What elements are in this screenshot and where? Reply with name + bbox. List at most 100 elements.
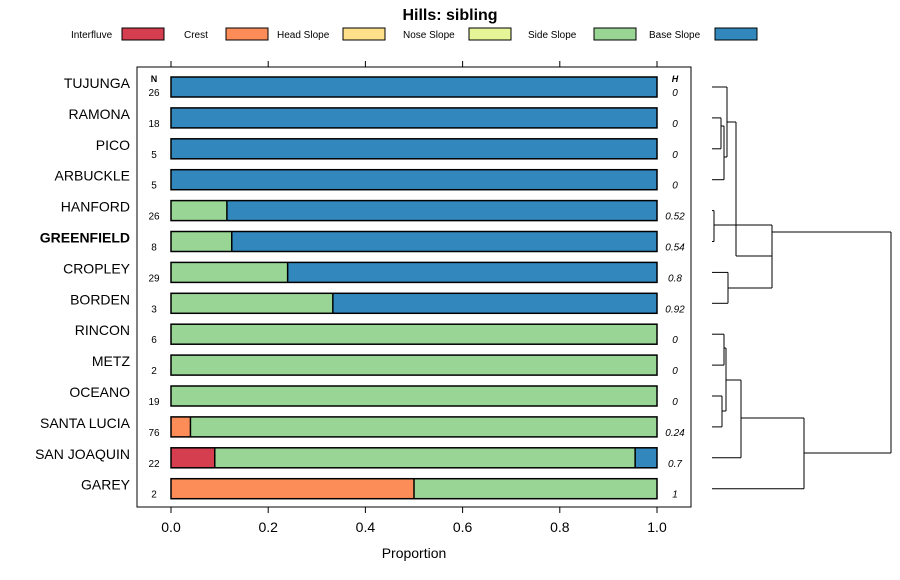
bar-row-ramona: 18 0	[148, 107, 678, 130]
bar-outline	[170, 385, 658, 407]
h-value: 0.7	[668, 459, 682, 470]
row-labels: TUJUNGA RAMONA PICO ARBUCKLE HANFORD GREENFIE…	[35, 75, 131, 493]
legend-label: Nose Slope	[403, 30, 455, 41]
h-value: 0	[672, 119, 678, 130]
legend-swatch	[342, 27, 386, 41]
row-label-garey: GAREY	[81, 477, 131, 493]
legend-item-crest: Crest	[184, 27, 269, 41]
n-value: 26	[148, 212, 160, 223]
bar-segment-base-slope	[287, 262, 657, 283]
x-tick-label: 0.8	[550, 519, 570, 535]
legend-item-interfluve: Interfluve	[71, 27, 165, 41]
bar-segment-side-slope	[214, 447, 636, 468]
x-tick-label: 0.2	[258, 519, 278, 535]
bar-segment-side-slope	[171, 386, 657, 406]
bar-segment-base-slope	[332, 293, 657, 314]
h-value: 0.8	[668, 273, 682, 284]
top-axis-ticks	[170, 61, 658, 67]
bar-segment-base-slope	[171, 77, 657, 97]
legend-swatch	[593, 27, 637, 41]
bar-segment-interfluve	[171, 447, 215, 468]
n-value: 3	[151, 304, 157, 315]
n-value: 8	[151, 243, 157, 254]
n-value: 5	[151, 150, 157, 161]
bar-segment-base-slope	[171, 107, 657, 128]
bar-outline	[170, 292, 658, 315]
row-label-metz: METZ	[92, 353, 131, 369]
bar-segment-side-slope	[171, 293, 333, 314]
h-value: 0.54	[665, 243, 685, 254]
bar-row-cropley: 29 0.8	[148, 261, 682, 284]
bar-outline	[170, 168, 658, 191]
row-label-oceano: OCEANO	[69, 384, 130, 400]
h-value: 1	[672, 490, 678, 501]
bar-segment-side-slope	[171, 231, 232, 252]
bar-outline	[170, 199, 658, 222]
h-value: 0.52	[665, 212, 685, 223]
h-value: 0	[672, 150, 678, 161]
bar-outline	[170, 477, 658, 500]
n-value: 2	[151, 366, 157, 377]
row-label-san-joaquin: SAN JOAQUIN	[35, 446, 130, 462]
legend-swatch	[121, 27, 165, 41]
row-label-arbuckle: ARBUCKLE	[55, 168, 130, 184]
bar-segment-side-slope	[171, 262, 288, 283]
n-value: 19	[148, 397, 160, 408]
bar-segment-side-slope	[190, 416, 657, 437]
bar-segment-side-slope	[171, 200, 227, 221]
dendrogram	[712, 86, 892, 490]
legend-item-base-slope: Base Slope	[649, 27, 758, 41]
bar-outline	[170, 230, 658, 253]
bar-segment-base-slope	[231, 231, 657, 252]
row-label-ramona: RAMONA	[69, 106, 131, 122]
chart-title: Hills: sibling	[402, 7, 497, 24]
legend-label: Base Slope	[649, 30, 701, 41]
x-tick-label: 0.0	[161, 519, 181, 535]
legend-swatch	[468, 27, 512, 41]
n-value: 5	[151, 181, 157, 192]
bar-outline	[170, 354, 658, 376]
h-value: 0.24	[665, 428, 685, 439]
bar-row-santa-lucia: 76 0.24	[148, 416, 685, 439]
bar-row-hanford: 26 0.52	[148, 199, 685, 223]
row-label-borden: BORDEN	[70, 291, 130, 307]
bar-segment-base-slope	[226, 200, 657, 221]
n-column-header: N	[151, 74, 158, 84]
n-value: 22	[148, 459, 160, 470]
bar-outline	[170, 447, 658, 469]
legend-item-side-slope: Side Slope	[528, 27, 637, 41]
n-value: 6	[151, 335, 157, 346]
legend-label: Side Slope	[528, 30, 577, 41]
h-value: 0.92	[665, 304, 685, 315]
h-value: 0	[672, 366, 678, 377]
n-value: 26	[148, 88, 160, 99]
bar-row-oceano: 19 0	[148, 385, 678, 408]
plot-frame	[136, 66, 692, 508]
row-label-pico: PICO	[96, 137, 130, 153]
n-value: 29	[148, 273, 160, 284]
bar-outline	[170, 138, 658, 160]
row-label-greenfield: GREENFIELD	[40, 230, 130, 246]
bar-outline	[170, 76, 658, 98]
bar-row-greenfield: 8 0.54	[151, 230, 685, 254]
bar-segment-crest	[171, 416, 191, 437]
bar-segment-side-slope	[171, 355, 657, 376]
legend-swatch	[225, 27, 269, 41]
x-tick-label: 1.0	[647, 519, 667, 535]
bar-outline	[170, 107, 658, 129]
bar-segment-base-slope	[635, 447, 657, 468]
row-label-santa-lucia: SANTA LUCIA	[40, 415, 131, 431]
h-value: 0	[672, 181, 678, 192]
legend-item-head-slope: Head Slope	[277, 27, 386, 41]
bar-segment-crest	[171, 478, 414, 499]
bar-segment-base-slope	[171, 138, 657, 159]
n-value: 18	[148, 119, 160, 130]
bar-segment-side-slope	[414, 478, 657, 499]
bar-row-san-joaquin: 22 0.7	[148, 447, 682, 470]
row-label-tujunga: TUJUNGA	[64, 75, 131, 91]
